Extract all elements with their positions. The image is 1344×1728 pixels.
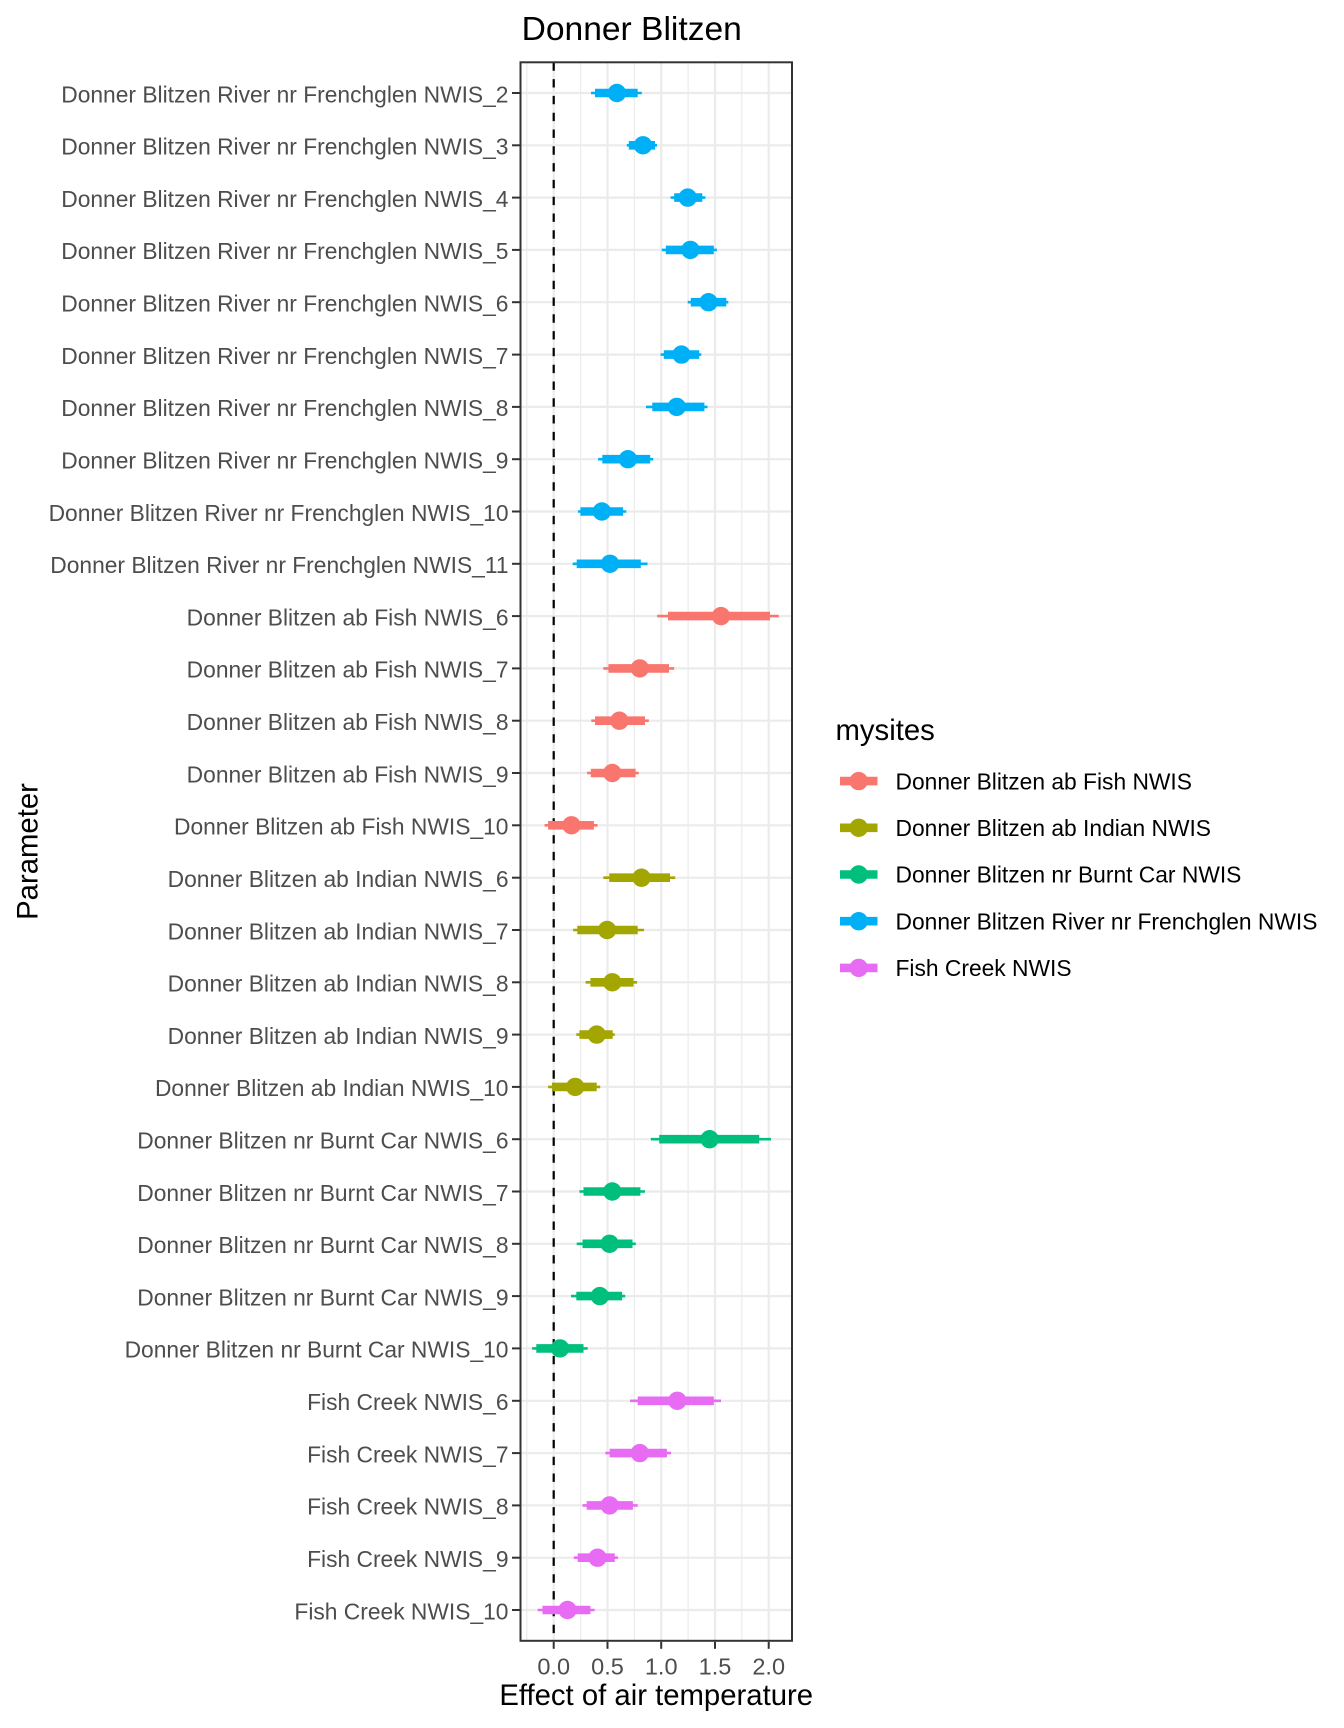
svg-text:Donner Blitzen River nr French: Donner Blitzen River nr Frenchglen NWIS_… — [61, 291, 508, 317]
svg-text:Donner Blitzen nr Burnt Car NW: Donner Blitzen nr Burnt Car NWIS_6 — [137, 1128, 508, 1154]
svg-text:Donner Blitzen River nr French: Donner Blitzen River nr Frenchglen NWIS — [896, 908, 1318, 934]
svg-text:Donner Blitzen ab Indian NWIS: Donner Blitzen ab Indian NWIS — [896, 815, 1212, 841]
svg-text:Donner Blitzen nr Burnt Car NW: Donner Blitzen nr Burnt Car NWIS_7 — [137, 1180, 508, 1206]
svg-text:0.5: 0.5 — [591, 1654, 624, 1680]
svg-text:Donner Blitzen ab Fish NWIS_6: Donner Blitzen ab Fish NWIS_6 — [187, 604, 509, 630]
svg-text:Donner Blitzen River nr French: Donner Blitzen River nr Frenchglen NWIS_… — [61, 395, 508, 421]
svg-text:Donner Blitzen ab Fish NWIS_7: Donner Blitzen ab Fish NWIS_7 — [187, 657, 509, 683]
svg-text:Effect of air temperature: Effect of air temperature — [499, 1679, 813, 1712]
svg-text:Donner Blitzen ab Indian NWIS_: Donner Blitzen ab Indian NWIS_6 — [168, 866, 509, 892]
svg-text:Donner Blitzen River nr French: Donner Blitzen River nr Frenchglen NWIS_… — [61, 448, 508, 474]
svg-text:Donner Blitzen ab Indian NWIS_: Donner Blitzen ab Indian NWIS_9 — [168, 1023, 509, 1049]
svg-text:Donner Blitzen River nr French: Donner Blitzen River nr Frenchglen NWIS_… — [50, 552, 508, 578]
svg-text:1.5: 1.5 — [699, 1654, 732, 1680]
svg-text:1.0: 1.0 — [645, 1654, 678, 1680]
svg-text:Parameter: Parameter — [12, 783, 45, 920]
svg-text:Donner Blitzen ab Indian NWIS_: Donner Blitzen ab Indian NWIS_10 — [155, 1075, 509, 1101]
svg-text:Donner Blitzen ab Indian NWIS_: Donner Blitzen ab Indian NWIS_7 — [168, 918, 509, 944]
svg-text:Donner Blitzen River nr French: Donner Blitzen River nr Frenchglen NWIS_… — [61, 134, 508, 160]
svg-text:mysites: mysites — [836, 714, 935, 747]
svg-text:Donner Blitzen ab Fish NWIS: Donner Blitzen ab Fish NWIS — [896, 768, 1192, 794]
svg-text:Donner Blitzen River nr French: Donner Blitzen River nr Frenchglen NWIS_… — [61, 81, 508, 107]
svg-text:Fish Creek NWIS_9: Fish Creek NWIS_9 — [307, 1546, 508, 1572]
svg-text:Donner Blitzen nr Burnt Car NW: Donner Blitzen nr Burnt Car NWIS_8 — [137, 1232, 508, 1258]
svg-text:Fish Creek NWIS_6: Fish Creek NWIS_6 — [307, 1389, 508, 1415]
svg-text:Donner Blitzen nr Burnt Car NW: Donner Blitzen nr Burnt Car NWIS_9 — [137, 1284, 508, 1310]
svg-text:Donner Blitzen ab Fish NWIS_9: Donner Blitzen ab Fish NWIS_9 — [187, 761, 509, 787]
svg-text:Donner Blitzen River nr French: Donner Blitzen River nr Frenchglen NWIS_… — [61, 238, 508, 264]
svg-text:Fish Creek NWIS_7: Fish Creek NWIS_7 — [307, 1441, 508, 1467]
svg-text:Donner Blitzen: Donner Blitzen — [522, 11, 742, 48]
svg-text:Donner Blitzen ab Fish NWIS_8: Donner Blitzen ab Fish NWIS_8 — [187, 709, 509, 735]
svg-text:Fish Creek NWIS_8: Fish Creek NWIS_8 — [307, 1494, 508, 1520]
svg-text:2.0: 2.0 — [752, 1654, 785, 1680]
svg-text:Donner Blitzen River nr French: Donner Blitzen River nr Frenchglen NWIS_… — [49, 500, 509, 526]
svg-text:Donner Blitzen nr Burnt Car NW: Donner Blitzen nr Burnt Car NWIS_10 — [125, 1337, 509, 1363]
svg-text:Fish Creek NWIS: Fish Creek NWIS — [896, 955, 1072, 981]
svg-text:0.0: 0.0 — [537, 1654, 570, 1680]
svg-text:Donner Blitzen River nr French: Donner Blitzen River nr Frenchglen NWIS_… — [61, 343, 508, 369]
svg-text:Donner Blitzen ab Indian NWIS_: Donner Blitzen ab Indian NWIS_8 — [168, 971, 509, 997]
svg-text:Donner Blitzen nr Burnt Car NW: Donner Blitzen nr Burnt Car NWIS — [896, 862, 1242, 888]
svg-text:Donner Blitzen ab Fish NWIS_10: Donner Blitzen ab Fish NWIS_10 — [174, 814, 509, 840]
svg-text:Donner Blitzen River nr French: Donner Blitzen River nr Frenchglen NWIS_… — [61, 186, 509, 212]
svg-text:Fish Creek NWIS_10: Fish Creek NWIS_10 — [294, 1598, 508, 1624]
